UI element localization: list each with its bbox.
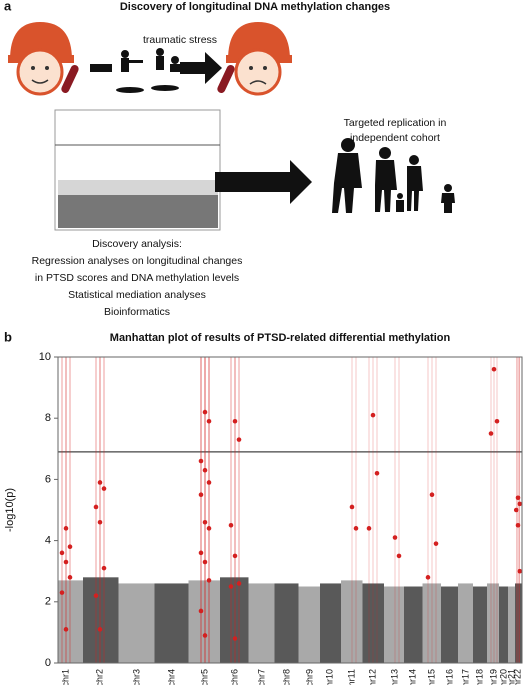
significant-point (63, 627, 69, 632)
significant-point (425, 575, 431, 580)
x-tick-label: chr6 (229, 669, 239, 685)
analysis-text: Bioinformatics (104, 306, 170, 318)
significant-point (353, 526, 359, 531)
chromosome-cloud (188, 580, 220, 663)
x-tick-label: chr3 (131, 669, 141, 685)
y-tick-label: 2 (45, 596, 51, 608)
significant-point (370, 412, 376, 418)
panel-label: b (4, 329, 12, 344)
chromosome-cloud (508, 586, 515, 663)
significant-point (206, 578, 212, 583)
x-tick-label: chr5 (199, 669, 209, 685)
chromosome-cloud (515, 583, 522, 663)
panel-title: Discovery of longitudinal DNA methylatio… (120, 1, 390, 13)
significant-point (97, 627, 103, 632)
trauma-icons (116, 48, 182, 93)
arrow (180, 52, 222, 84)
chromosome-cloud (320, 583, 341, 663)
significant-point (202, 633, 208, 638)
x-tick-label: chr22 (512, 669, 522, 685)
x-tick-label: chr9 (304, 669, 314, 685)
x-tick-label: chr21 (506, 669, 516, 685)
significant-point (366, 526, 372, 531)
significant-point (513, 507, 519, 513)
x-tick-label: chr2 (94, 669, 104, 685)
significant-point (429, 492, 435, 498)
analysis-text: Discovery analysis: (92, 238, 182, 250)
panel-label: a (4, 0, 12, 13)
chromosome-cloud (441, 586, 458, 663)
chromosome-cloud (248, 583, 275, 663)
significant-point (517, 568, 523, 574)
plot-frame (57, 356, 523, 664)
significant-point (349, 504, 355, 510)
chromosome-cloud (298, 586, 320, 663)
x-tick-label: chr15 (426, 669, 436, 685)
significant-point (101, 565, 107, 571)
replication-text: Targeted replication in (344, 117, 447, 129)
significant-point (515, 523, 521, 528)
x-tick-label: chr11 (346, 669, 356, 685)
significant-point (491, 366, 497, 372)
dash (90, 64, 112, 72)
x-tick-label: chr8 (281, 669, 291, 685)
significant-point (392, 535, 398, 540)
stress-label: traumatic stress (143, 34, 217, 46)
soldiers-silhouette (332, 138, 455, 213)
x-tick-label: chr4 (166, 669, 176, 685)
x-tick-label: chr14 (407, 669, 417, 685)
significant-point (67, 575, 73, 580)
chromosome-cloud (154, 583, 189, 663)
x-tick-label: chr1 (60, 669, 70, 685)
analysis-text: Statistical mediation analyses (68, 289, 206, 301)
x-tick-label: chr17 (460, 669, 470, 685)
y-tick-label: 6 (45, 473, 51, 485)
x-tick-label: chr12 (367, 669, 377, 685)
chromosome-cloud (220, 577, 249, 663)
chromosome-cloud (118, 583, 155, 663)
x-tick-label: chr7 (256, 669, 266, 685)
x-tick-label: chr18 (474, 669, 484, 685)
significant-point (374, 470, 380, 476)
chromosome-cloud (384, 586, 404, 663)
chromosome-cloud (458, 583, 473, 663)
y-tick-label: 0 (45, 657, 51, 669)
thumbnail-plot (54, 109, 221, 231)
chromosome-cloud (274, 583, 299, 663)
x-tick-label: chr20 (498, 669, 508, 685)
y-tick-label: 8 (45, 412, 51, 424)
y-axis-label: -log10(p) (4, 488, 16, 532)
significant-point (59, 590, 65, 595)
significant-point (232, 636, 238, 641)
significant-point (198, 608, 204, 614)
x-tick-label: chr13 (389, 669, 399, 685)
chromosome-cloud (83, 577, 119, 663)
chromosome-cloud (404, 586, 423, 663)
chromosome-cloud (499, 586, 508, 663)
x-tick-label: chr16 (444, 669, 454, 685)
significant-point (396, 553, 402, 559)
y-tick-label: 10 (39, 351, 51, 363)
analysis-text: Regression analyses on longitudinal chan… (32, 255, 243, 267)
significant-point (93, 593, 99, 598)
arrow (215, 160, 312, 204)
significant-point (228, 584, 234, 589)
analysis-text: in PTSD scores and DNA methylation level… (35, 272, 239, 284)
chromosome-cloud (487, 583, 499, 663)
chromosome-cloud (473, 586, 487, 663)
significant-point (433, 541, 439, 546)
significant-point (488, 431, 494, 436)
x-tick-label: chr10 (324, 669, 334, 685)
chart-title: Manhattan plot of results of PTSD-relate… (110, 332, 451, 344)
replication-text: independent cohort (350, 132, 440, 144)
significant-point (494, 418, 500, 424)
soldier-before (8, 22, 79, 96)
x-tick-label: chr19 (488, 669, 498, 685)
soldier-after (217, 22, 292, 96)
y-tick-label: 4 (45, 535, 51, 547)
significant-point (236, 581, 242, 586)
